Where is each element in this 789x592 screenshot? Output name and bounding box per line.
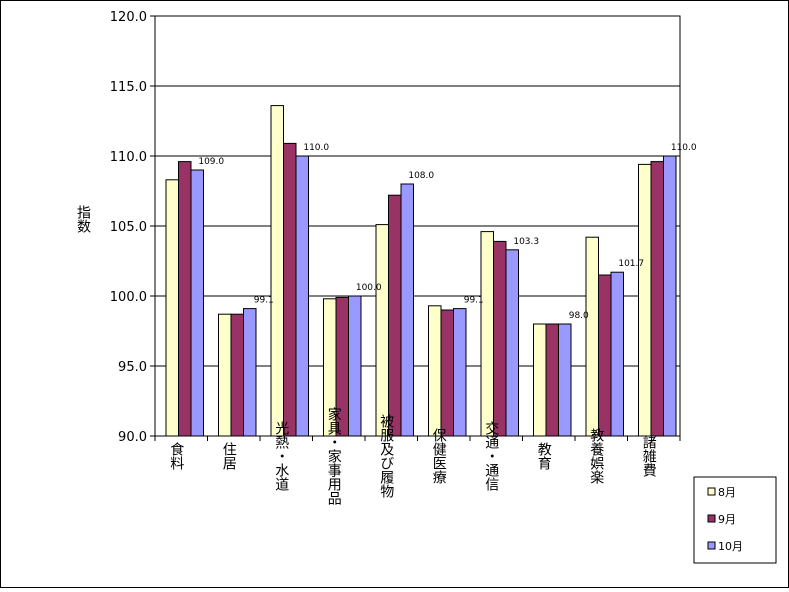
legend-label: 8月 [718,486,736,499]
y-tick-label: 105.0 [110,220,147,235]
bar-1-series-2 [178,161,192,437]
y-tick-label: 115.0 [110,80,147,95]
data-label: 110.0 [671,143,697,153]
bar-7-series-2 [493,240,507,437]
bar-10-series-2 [650,161,664,437]
data-label: 108.0 [408,171,434,181]
bar-5-series-3 [400,183,414,437]
bar-9-series-3 [610,271,624,437]
data-label: 100.0 [356,283,382,293]
y-tick-label: 120.0 [110,10,147,25]
bar-6-series-1 [428,305,442,437]
bar-2-series-2 [230,313,244,437]
y-tick-label: 95.0 [118,360,147,375]
data-label: 110.0 [303,143,329,153]
bar-1-series-1 [165,179,179,437]
legend-swatch [707,514,716,523]
category-label: 食料 [168,441,184,470]
y-tick-label: 110.0 [110,150,147,165]
data-label: 99.1 [254,296,274,306]
data-label: 109.0 [198,157,224,167]
bar-5-series-1 [375,224,389,437]
legend-swatch [707,541,716,550]
y-tick-label: 90.0 [118,430,147,445]
data-label: 98.0 [569,311,589,321]
bar-6-series-2 [440,309,454,437]
data-label: 99.1 [464,296,484,306]
bar-3-series-3 [295,155,309,437]
bar-7-series-1 [480,231,494,437]
y-tick-label: 100.0 [110,290,147,305]
bar-8-series-2 [545,323,559,437]
bar-6-series-3 [453,308,467,437]
category-label: 教育 [536,442,552,470]
category-label: 住居 [221,442,237,470]
bar-1-series-3 [190,169,204,437]
category-label: 教養娯楽 [588,428,604,484]
bar-8-series-1 [533,323,547,437]
bar-2-series-1 [218,313,232,437]
bar-3-series-1 [270,105,284,437]
category-label: 被服及び履物 [378,414,394,499]
bar-8-series-3 [558,323,572,437]
bar-3-series-2 [283,142,297,437]
legend-label: 9月 [718,513,736,526]
category-label: 保健医療 [431,428,447,484]
bar-5-series-2 [388,194,402,437]
legend-swatch [707,487,716,496]
category-label: 家具・家事用品 [326,406,342,505]
y-axis-label: 指数 [75,205,91,233]
category-label: 交通・通信 [483,420,499,491]
category-label: 諸雑費 [641,435,657,477]
bar-10-series-1 [638,163,652,437]
bar-7-series-3 [505,249,519,437]
bar-9-series-2 [598,274,612,437]
data-label: 103.3 [513,237,539,247]
category-label: 光熱・水道 [273,421,289,492]
bar-9-series-1 [585,236,599,437]
bar-4-series-3 [348,295,362,437]
legend-label: 10月 [718,540,743,553]
bar-10-series-3 [663,155,677,437]
bar-2-series-3 [243,308,257,437]
data-label: 101.7 [618,259,644,269]
